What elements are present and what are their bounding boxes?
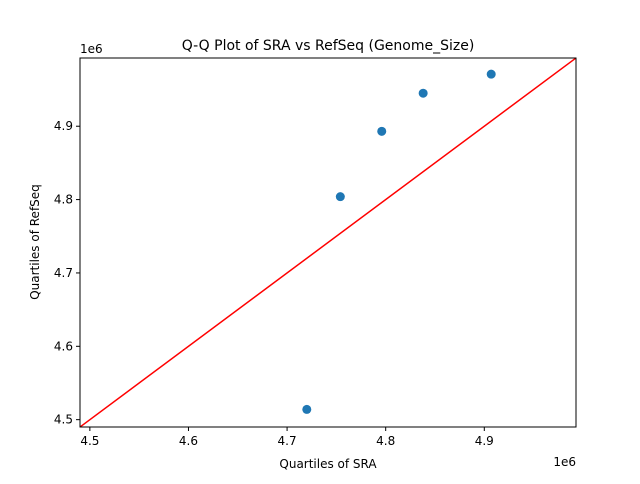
x-tick-label: 4.5 bbox=[80, 434, 99, 448]
y-offset-label: 1e6 bbox=[80, 42, 103, 56]
data-point bbox=[486, 69, 496, 79]
x-tick-label: 4.9 bbox=[475, 434, 494, 448]
y-tick-label: 4.9 bbox=[54, 119, 73, 133]
x-offset-label: 1e6 bbox=[553, 455, 576, 469]
x-axis-label: Quartiles of SRA bbox=[279, 457, 377, 471]
data-point bbox=[302, 404, 312, 414]
y-tick-label: 4.5 bbox=[54, 413, 73, 427]
data-point bbox=[418, 88, 428, 98]
y-tick-label: 4.7 bbox=[54, 266, 73, 280]
x-tick-label: 4.7 bbox=[278, 434, 297, 448]
y-tick-label: 4.6 bbox=[54, 339, 73, 353]
data-point bbox=[377, 126, 387, 136]
x-tick-label: 4.8 bbox=[376, 434, 395, 448]
y-tick-label: 4.8 bbox=[54, 193, 73, 207]
x-tick-label: 4.6 bbox=[179, 434, 198, 448]
chart-title: Q-Q Plot of SRA vs RefSeq (Genome_Size) bbox=[182, 38, 475, 54]
axes-frame bbox=[79, 57, 577, 428]
y-axis-label: Quartiles of RefSeq bbox=[28, 184, 42, 300]
reference-line bbox=[80, 58, 576, 427]
data-point bbox=[335, 192, 345, 202]
